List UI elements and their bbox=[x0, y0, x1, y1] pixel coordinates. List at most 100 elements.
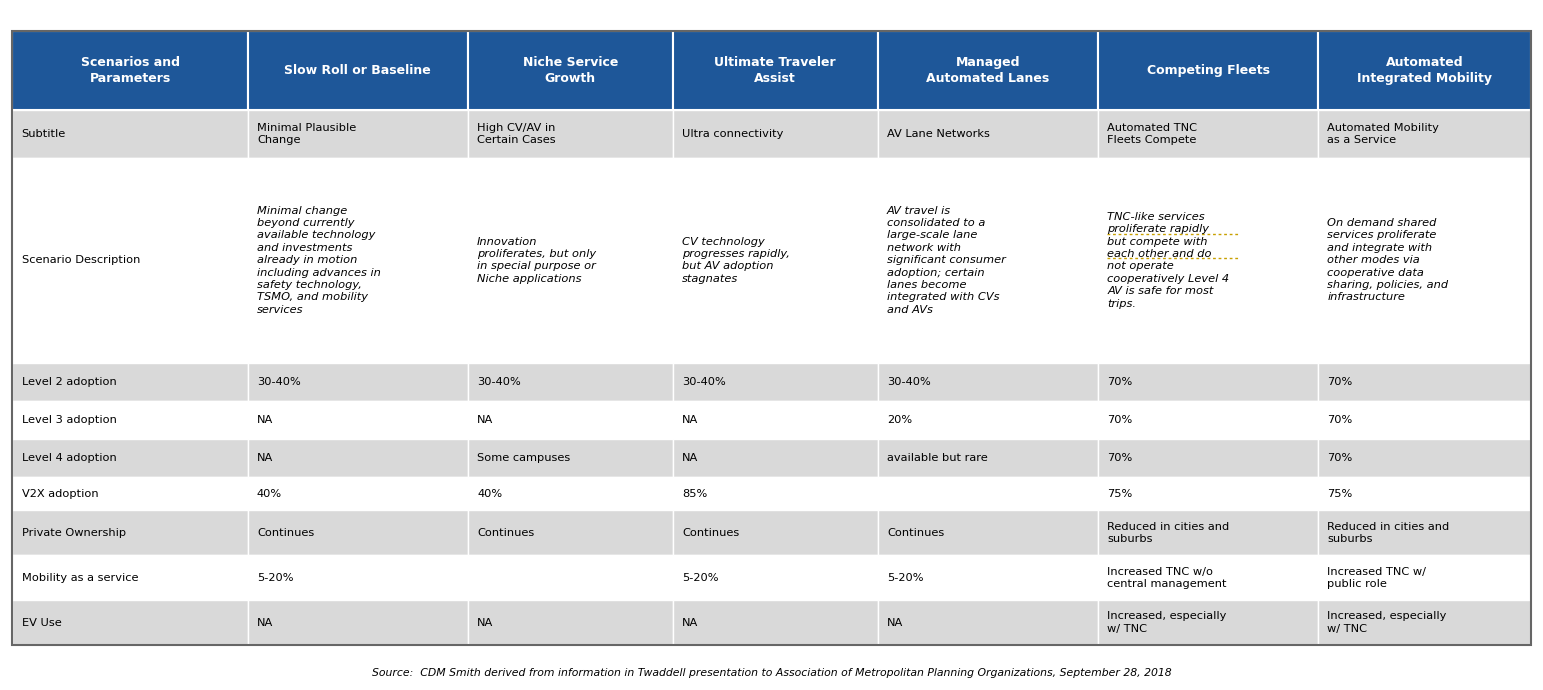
Bar bbox=[1099, 511, 1318, 555]
Text: AV travel is
consolidated to a
large-scale lane
network with
significant consume: AV travel is consolidated to a large-sca… bbox=[887, 206, 1006, 315]
Text: available but rare: available but rare bbox=[887, 453, 988, 463]
Bar bbox=[248, 110, 468, 158]
Bar bbox=[1318, 600, 1531, 645]
Text: AV Lane Networks: AV Lane Networks bbox=[887, 129, 991, 139]
Text: 70%: 70% bbox=[1327, 377, 1353, 386]
Bar bbox=[673, 600, 878, 645]
Bar bbox=[248, 511, 468, 555]
Bar bbox=[12, 110, 248, 158]
Bar bbox=[878, 110, 1099, 158]
Bar bbox=[1099, 439, 1318, 477]
Text: Continues: Continues bbox=[682, 528, 739, 538]
Bar bbox=[248, 31, 468, 110]
Text: Ultimate Traveler
Assist: Ultimate Traveler Assist bbox=[714, 56, 836, 85]
Text: 70%: 70% bbox=[1108, 377, 1133, 386]
Text: 75%: 75% bbox=[1108, 489, 1133, 499]
Bar bbox=[468, 511, 673, 555]
Text: Increased, especially
w/ TNC: Increased, especially w/ TNC bbox=[1327, 611, 1447, 634]
Text: 40%: 40% bbox=[258, 489, 282, 499]
Text: 5-20%: 5-20% bbox=[887, 573, 924, 583]
Bar bbox=[468, 477, 673, 511]
Bar bbox=[673, 555, 878, 600]
Text: 70%: 70% bbox=[1327, 453, 1353, 463]
Bar bbox=[248, 477, 468, 511]
Bar bbox=[12, 362, 248, 401]
Bar bbox=[1099, 362, 1318, 401]
Text: 30-40%: 30-40% bbox=[258, 377, 301, 386]
Text: TNC-like services
proliferate rapidly
but compete with
each other and do
not ope: TNC-like services proliferate rapidly bu… bbox=[1108, 212, 1230, 308]
Bar bbox=[12, 555, 248, 600]
Bar bbox=[1099, 477, 1318, 511]
Bar bbox=[248, 401, 468, 439]
Bar bbox=[878, 401, 1099, 439]
Bar bbox=[878, 31, 1099, 110]
Text: Scenario Description: Scenario Description bbox=[22, 255, 140, 265]
Bar bbox=[248, 555, 468, 600]
Bar bbox=[1318, 158, 1531, 362]
Text: NA: NA bbox=[887, 618, 903, 628]
Text: Increased TNC w/
public role: Increased TNC w/ public role bbox=[1327, 566, 1426, 589]
Text: Continues: Continues bbox=[477, 528, 534, 538]
Text: Automated TNC
Fleets Compete: Automated TNC Fleets Compete bbox=[1108, 123, 1197, 146]
Bar bbox=[1318, 31, 1531, 110]
Bar bbox=[248, 439, 468, 477]
Bar bbox=[673, 477, 878, 511]
Bar bbox=[12, 477, 248, 511]
Text: Continues: Continues bbox=[258, 528, 315, 538]
Bar bbox=[1318, 477, 1531, 511]
Text: 30-40%: 30-40% bbox=[682, 377, 725, 386]
Bar bbox=[248, 600, 468, 645]
Bar bbox=[468, 110, 673, 158]
Text: Innovation
proliferates, but only
in special purpose or
Niche applications: Innovation proliferates, but only in spe… bbox=[477, 237, 596, 284]
Bar bbox=[673, 110, 878, 158]
Bar bbox=[468, 401, 673, 439]
Text: 70%: 70% bbox=[1108, 453, 1133, 463]
Text: Minimal change
beyond currently
available technology
and investments
already in : Minimal change beyond currently availabl… bbox=[258, 206, 381, 315]
Text: Some campuses: Some campuses bbox=[477, 453, 571, 463]
Bar bbox=[468, 158, 673, 362]
Bar bbox=[1099, 110, 1318, 158]
Text: NA: NA bbox=[682, 618, 699, 628]
Text: Reduced in cities and
suburbs: Reduced in cities and suburbs bbox=[1108, 522, 1230, 544]
Text: High CV/AV in
Certain Cases: High CV/AV in Certain Cases bbox=[477, 123, 555, 146]
Bar bbox=[878, 600, 1099, 645]
Bar bbox=[12, 31, 248, 110]
Text: Source:  CDM Smith derived from information in Twaddell presentation to Associat: Source: CDM Smith derived from informati… bbox=[372, 668, 1171, 678]
Text: 70%: 70% bbox=[1327, 415, 1353, 425]
Bar bbox=[1318, 511, 1531, 555]
Bar bbox=[12, 511, 248, 555]
Text: NA: NA bbox=[682, 453, 699, 463]
Text: 40%: 40% bbox=[477, 489, 501, 499]
Bar bbox=[468, 362, 673, 401]
Bar bbox=[1318, 555, 1531, 600]
Text: 30-40%: 30-40% bbox=[477, 377, 522, 386]
Text: Competing Fleets: Competing Fleets bbox=[1146, 64, 1270, 77]
Bar bbox=[673, 511, 878, 555]
Text: Ultra connectivity: Ultra connectivity bbox=[682, 129, 784, 139]
Bar bbox=[878, 158, 1099, 362]
Text: 85%: 85% bbox=[682, 489, 707, 499]
Text: NA: NA bbox=[258, 618, 273, 628]
Text: 70%: 70% bbox=[1108, 415, 1133, 425]
Text: CV technology
progresses rapidly,
but AV adoption
stagnates: CV technology progresses rapidly, but AV… bbox=[682, 237, 790, 284]
Bar bbox=[673, 31, 878, 110]
Text: Automated Mobility
as a Service: Automated Mobility as a Service bbox=[1327, 123, 1440, 146]
Bar bbox=[878, 555, 1099, 600]
Text: EV Use: EV Use bbox=[22, 618, 62, 628]
Text: Niche Service
Growth: Niche Service Growth bbox=[523, 56, 619, 85]
Bar bbox=[1099, 401, 1318, 439]
Bar bbox=[1318, 439, 1531, 477]
Bar bbox=[878, 362, 1099, 401]
Text: Reduced in cities and
suburbs: Reduced in cities and suburbs bbox=[1327, 522, 1449, 544]
Bar bbox=[1099, 555, 1318, 600]
Text: NA: NA bbox=[258, 415, 273, 425]
Bar bbox=[12, 439, 248, 477]
Text: NA: NA bbox=[682, 415, 699, 425]
Text: Scenarios and
Parameters: Scenarios and Parameters bbox=[80, 56, 179, 85]
Text: Level 4 adoption: Level 4 adoption bbox=[22, 453, 116, 463]
Bar bbox=[673, 158, 878, 362]
Bar bbox=[673, 362, 878, 401]
Text: 20%: 20% bbox=[887, 415, 912, 425]
Text: Minimal Plausible
Change: Minimal Plausible Change bbox=[258, 123, 356, 146]
Bar bbox=[1318, 362, 1531, 401]
